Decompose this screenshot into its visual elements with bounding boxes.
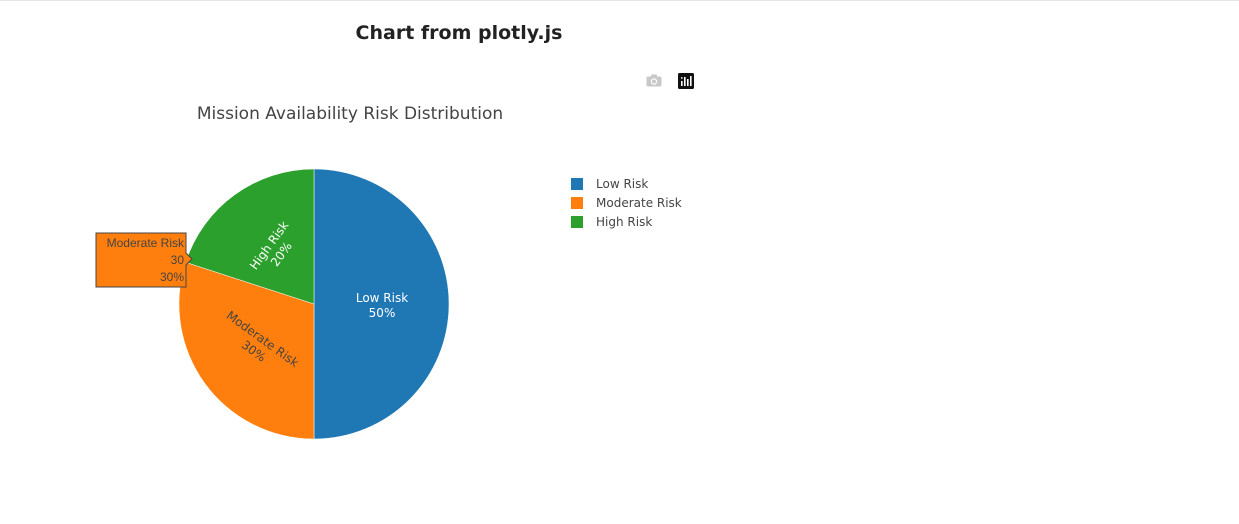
slice-label-low-risk: Low Risk (356, 291, 408, 305)
chart-title: Mission Availability Risk Distribution (197, 104, 503, 124)
hover-percent: 30% (160, 270, 184, 284)
legend-swatch-high-risk[interactable] (571, 216, 583, 228)
hover-tooltip: Moderate Risk 30 30% (95, 232, 193, 288)
modebar (643, 72, 699, 90)
camera-icon[interactable] (645, 72, 663, 90)
pie-slice-low-risk[interactable] (313, 168, 450, 440)
hover-label: Moderate Risk (107, 236, 185, 250)
legend-swatch-moderate-risk[interactable] (571, 197, 583, 209)
legend: Low Risk Moderate Risk High Risk (571, 177, 682, 229)
top-border (0, 0, 1239, 1)
pie-slice-high-risk[interactable] (185, 168, 315, 305)
page-title: Chart from plotly.js (355, 22, 563, 44)
slice-percent-low-risk: 50% (369, 306, 396, 320)
pie-slices (178, 168, 450, 440)
hover-value: 30 (171, 253, 185, 267)
legend-label-moderate-risk[interactable]: Moderate Risk (596, 196, 682, 210)
legend-label-high-risk[interactable]: High Risk (596, 215, 652, 229)
plotly-logo-icon[interactable] (677, 72, 695, 90)
hover-box (95, 232, 193, 288)
pie-slice-moderate-risk[interactable] (178, 261, 315, 440)
legend-label-low-risk[interactable]: Low Risk (596, 177, 648, 191)
legend-swatch-low-risk[interactable] (571, 178, 583, 190)
